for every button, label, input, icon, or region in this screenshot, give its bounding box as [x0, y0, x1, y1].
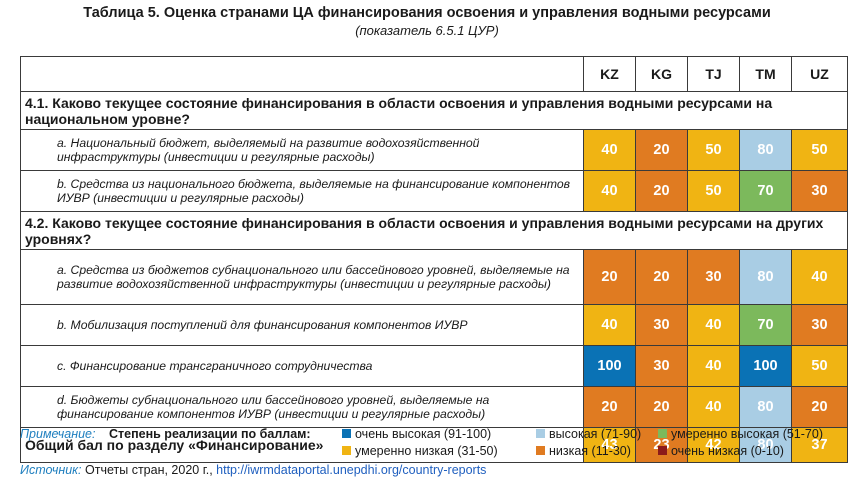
legend-swatch [658, 446, 667, 455]
country-header: KZ [583, 56, 636, 92]
total-score-cell: 80 [739, 427, 792, 463]
legend-label: очень высокая (91-100) [355, 427, 492, 441]
score-cell: 20 [635, 386, 688, 428]
row-label: b. Средства из национального бюджета, вы… [20, 170, 584, 212]
source-label: Источник: [20, 463, 82, 477]
table-row: b. Средства из национального бюджета, вы… [20, 170, 848, 212]
legend-item: умеренно низкая (31-50) [342, 444, 498, 458]
score-cell: 40 [687, 304, 740, 346]
score-cell: 40 [583, 304, 636, 346]
score-cell: 20 [635, 249, 688, 305]
section-title: 4.2. Каково текущее состояние финансиров… [20, 211, 848, 250]
legend-swatch [658, 429, 667, 438]
legend-label: умеренно низкая (31-50) [355, 444, 498, 458]
table-title: Таблица 5. Оценка странами ЦА финансиров… [83, 5, 771, 21]
legend-label: высокая (71-90) [549, 427, 642, 441]
row-label: d. Бюджеты субнационального или бассейно… [20, 386, 584, 428]
score-cell: 30 [687, 249, 740, 305]
legend-swatch [342, 429, 351, 438]
source-link[interactable]: http://iwrmdataportal.unepdhi.org/countr… [216, 463, 487, 477]
score-cell: 50 [687, 129, 740, 171]
score-cell: 30 [791, 170, 848, 212]
country-header: UZ [791, 56, 848, 92]
note-text: Степень реализации по баллам: [109, 427, 311, 441]
score-cell: 80 [739, 249, 792, 305]
table-row: a. Средства из бюджетов субнационального… [20, 249, 848, 305]
section-row: 4.2. Каково текущее состояние финансиров… [20, 211, 848, 250]
score-cell: 20 [635, 129, 688, 171]
total-label: Общий бал по разделу «Финансирование» [20, 427, 584, 463]
total-score-cell: 42 [687, 427, 740, 463]
score-cell: 80 [739, 386, 792, 428]
legend-label: низкая (11-30) [549, 444, 631, 458]
score-cell: 80 [739, 129, 792, 171]
header-row: KZ KG TJ TM UZ [20, 56, 848, 92]
score-cell: 40 [583, 129, 636, 171]
score-cell: 40 [687, 345, 740, 387]
score-cell: 20 [583, 249, 636, 305]
legend-item: очень высокая (91-100) [342, 427, 491, 441]
score-cell: 100 [583, 345, 636, 387]
legend-item: очень низкая (0-10) [658, 444, 784, 458]
table-subtitle: (показатель 6.5.1 ЦУР) [355, 23, 499, 38]
score-cell: 50 [687, 170, 740, 212]
row-label: a. Средства из бюджетов субнационального… [20, 249, 584, 305]
legend-item: умеренно высокая (51-70) [658, 427, 823, 441]
table-row: b. Мобилизация поступлений для финансиро… [20, 304, 848, 346]
table-row: a. Национальный бюджет, выделяемый на ра… [20, 129, 848, 171]
score-cell: 50 [791, 129, 848, 171]
total-score-cell: 43 [583, 427, 636, 463]
section-row: 4.1. Каково текущее состояние финансиров… [20, 91, 848, 130]
source-line: Источник: Отчеты стран, 2020 г., http://… [20, 463, 486, 477]
score-cell: 30 [635, 304, 688, 346]
score-cell: 40 [687, 386, 740, 428]
score-cell: 70 [739, 304, 792, 346]
section-title: 4.1. Каково текущее состояние финансиров… [20, 91, 848, 130]
total-score-cell: 37 [791, 427, 848, 463]
legend-item: высокая (71-90) [536, 427, 641, 441]
score-cell: 30 [635, 345, 688, 387]
assessment-table: KZ KG TJ TM UZ 4.1. Каково текущее состояние … [20, 56, 848, 463]
legend-swatch [536, 429, 545, 438]
legend-swatch [342, 446, 351, 455]
total-row: Общий бал по разделу «Финансирование» 43 2… [20, 427, 848, 463]
score-cell: 30 [791, 304, 848, 346]
country-header: TM [739, 56, 792, 92]
score-cell: 40 [583, 170, 636, 212]
score-cell: 20 [791, 386, 848, 428]
legend-label: умеренно высокая (51-70) [671, 427, 823, 441]
legend-swatch [536, 446, 545, 455]
table-row: d. Бюджеты субнационального или бассейно… [20, 386, 848, 428]
score-cell: 20 [583, 386, 636, 428]
country-header: TJ [687, 56, 740, 92]
country-header: KG [635, 56, 688, 92]
row-label: a. Национальный бюджет, выделяемый на ра… [20, 129, 584, 171]
row-label: b. Мобилизация поступлений для финансиро… [20, 304, 584, 346]
score-cell: 20 [635, 170, 688, 212]
source-text: Отчеты стран, 2020 г., [85, 463, 217, 477]
header-blank-cell [20, 56, 584, 92]
score-cell: 40 [791, 249, 848, 305]
score-cell: 100 [739, 345, 792, 387]
score-cell: 50 [791, 345, 848, 387]
legend-item: низкая (11-30) [536, 444, 631, 458]
row-label: c. Финансирование трансграничного сотруд… [20, 345, 584, 387]
legend-label: очень низкая (0-10) [671, 444, 784, 458]
score-cell: 70 [739, 170, 792, 212]
note-label: Примечание: [20, 427, 96, 441]
table-row: c. Финансирование трансграничного сотруд… [20, 345, 848, 387]
